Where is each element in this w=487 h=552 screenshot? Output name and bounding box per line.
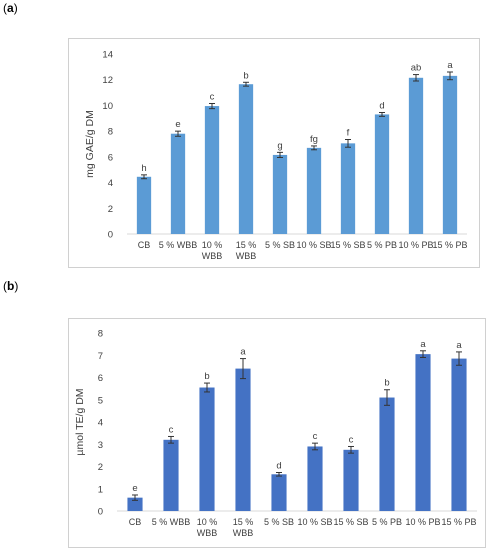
panel-b-label: (b) [3,279,19,293]
y-tick-label: 4 [98,418,103,429]
significance-letter: ab [411,63,422,74]
y-tick-label: 8 [108,127,113,138]
y-tick-label: 10 [102,101,113,112]
y-tick-label: 2 [98,462,103,473]
bar [415,354,431,511]
x-tick-label: 10 % PB [398,240,433,250]
x-tick-label: WBB [197,528,218,538]
bar [271,474,287,511]
bar [408,77,424,235]
y-tick-label: 6 [98,373,103,384]
significance-letter: fg [310,134,318,145]
significance-letter: h [141,163,146,174]
significance-letter: a [240,347,246,358]
x-tick-label: CB [138,240,151,250]
x-tick-label: 10 % [202,240,223,250]
significance-letter: b [384,378,389,389]
x-tick-label: 15 % PB [441,517,476,527]
x-tick-label: 10 % [197,517,218,527]
chart-b-frame: µmol TE/g DM 0 1 2 3 4 5 6 7 8 e CB c 5 % WBB b 10 % WBB… [68,318,486,548]
y-tick-label: 2 [108,204,113,215]
bar [127,497,143,511]
bar [374,114,390,234]
significance-letter: c [210,92,215,103]
significance-letter: c [313,431,318,442]
x-tick-label: 5 % PB [372,517,402,527]
y-tick-label: 7 [98,351,103,362]
bar [340,143,356,234]
y-tick-label: 4 [108,178,113,189]
y-tick-label: 6 [108,152,113,163]
x-tick-label: 15 % SB [333,517,368,527]
x-tick-label: WBB [236,251,257,261]
bar [238,84,254,234]
y-tick-label: 0 [108,230,113,241]
y-axis-title: mg GAE/g DM [84,110,96,178]
y-tick-label: 8 [98,329,103,340]
x-tick-label: 5 % SB [264,517,294,527]
significance-letter: c [169,424,174,435]
significance-letter: d [379,101,384,112]
bar [306,147,322,234]
x-tick-label: 5 % WBB [152,517,191,527]
bar [235,368,251,511]
x-tick-label: 10 % SB [297,517,332,527]
y-tick-label: 12 [102,75,113,86]
x-tick-label: 5 % SB [265,240,295,250]
x-tick-label: 10 % PB [405,517,440,527]
significance-letter: c [349,434,354,445]
x-tick-label: 5 % PB [367,240,397,250]
significance-letter: a [456,340,462,351]
panel-b-letter: b [7,279,15,293]
y-tick-label: 0 [98,507,103,518]
significance-letter: a [447,60,453,71]
bar [442,75,458,234]
bar [170,133,186,234]
x-tick-label: 15 % SB [330,240,365,250]
x-tick-label: 5 % WBB [159,240,198,250]
significance-letter: b [204,371,209,382]
y-tick-label: 1 [98,484,103,495]
y-tick-label: 3 [98,440,103,451]
x-tick-label: 15 % PB [432,240,467,250]
y-tick-label: 5 [98,395,103,406]
significance-letter: a [420,339,426,350]
x-tick-label: WBB [202,251,223,261]
significance-letter: g [277,140,282,151]
significance-letter: f [347,128,350,139]
bar [379,397,395,511]
panel-a-letter: a [7,1,14,15]
significance-letter: b [243,70,248,81]
significance-letter: e [132,483,137,494]
x-tick-label: WBB [233,528,254,538]
bar [272,154,288,234]
significance-letter: d [276,461,281,472]
y-tick-label: 14 [102,50,113,61]
x-tick-label: CB [129,517,142,527]
x-tick-label: 15 % [236,240,257,250]
panel-a-label: (a) [3,1,18,15]
bar [199,387,215,511]
bar [163,439,179,511]
bar [343,449,359,511]
bar [204,106,220,234]
significance-letter: e [175,119,180,130]
bar [136,176,152,234]
bar [307,446,323,511]
bar [451,358,467,511]
x-tick-label: 15 % [233,517,254,527]
x-tick-label: 10 % SB [296,240,331,250]
y-axis-title: µmol TE/g DM [74,388,86,455]
chart-a-frame: mg GAE/g DM 0 2 4 6 8 10 12 14 h CB e 5 % WBB c 10 % WB… [68,38,480,268]
